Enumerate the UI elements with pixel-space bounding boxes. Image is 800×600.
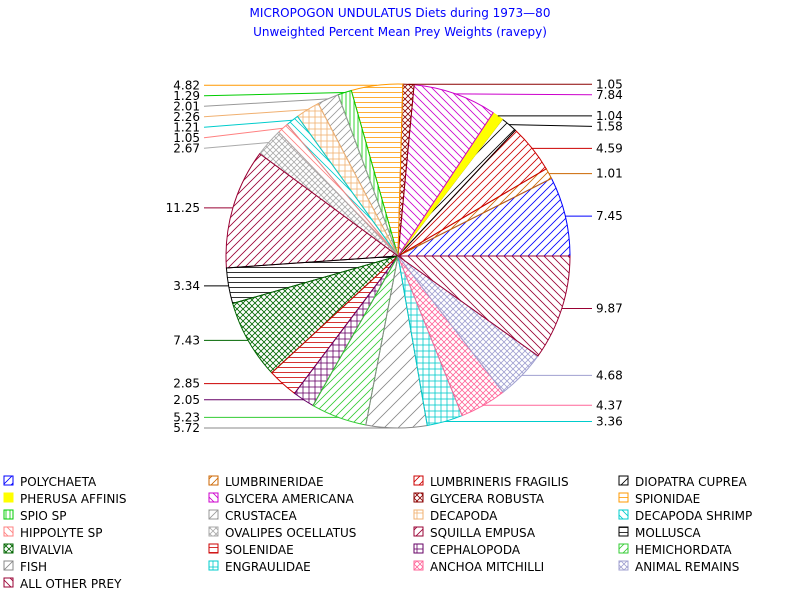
chart-title: MICROPOGON UNDULATUS Diets during 1973—8…	[250, 6, 551, 20]
pie-slices	[225, 83, 571, 429]
legend-swatch-hemichordata	[618, 543, 629, 554]
value-label-cephalopoda: 2.05	[173, 393, 200, 407]
value-label-solenidae: 2.85	[173, 377, 200, 391]
legend-label-spio-sp: SPIO SP	[20, 509, 67, 523]
value-label-hippolyte-sp: 1.05	[173, 131, 200, 145]
value-label-fish: 5.72	[173, 421, 200, 435]
legend-label-decapoda: DECAPODA	[430, 509, 498, 523]
legend-label-spionidae: SPIONIDAE	[635, 492, 700, 506]
value-label-crustacea: 2.01	[173, 99, 200, 113]
value-label-lumbrineridae: 1.01	[596, 167, 623, 181]
chart-subtitle: Unweighted Percent Mean Prey Weights (ra…	[253, 25, 547, 39]
legend-label-lumbrineridae: LUMBRINERIDAE	[225, 475, 324, 489]
value-label-glycera-americana: 7.84	[596, 88, 623, 102]
legend-swatch-diopatra-cuprea	[618, 475, 629, 486]
legend-label-animal-remains: ANIMAL REMAINS	[635, 560, 739, 574]
legend-swatch-anchoa-mitchilli	[413, 560, 424, 571]
legend-label-solenidae: SOLENIDAE	[225, 543, 294, 557]
legend-swatch-glycera-robusta	[413, 492, 424, 503]
legend-label-ovalipes-ocellatus: OVALIPES OCELLATUS	[225, 526, 356, 540]
legend-label-all-other-prey: ALL OTHER PREY	[20, 577, 122, 591]
legend-swatch-mollusca	[618, 526, 629, 537]
legend-swatch-crustacea	[208, 509, 219, 520]
value-label-decapoda-shrimp: 1.21	[173, 120, 200, 134]
value-label-spio-sp: 1.29	[173, 89, 200, 103]
legend-label-diopatra-cuprea: DIOPATRA CUPREA	[635, 475, 747, 489]
legend-swatch-engraulidae	[208, 560, 219, 571]
value-label-bivalvia: 7.43	[173, 333, 200, 347]
legend-label-fish: FISH	[20, 560, 47, 574]
legend-swatch-hippolyte-sp	[3, 526, 14, 537]
legend-label-hemichordata: HEMICHORDATA	[635, 543, 732, 557]
value-label-lumbrineris-fragilis: 4.59	[596, 141, 623, 155]
value-label-anchoa-mitchilli: 4.37	[596, 398, 623, 412]
leader-line-crustacea	[203, 98, 329, 107]
leader-line-hippolyte-sp	[203, 127, 283, 139]
leader-line-ovalipes-ocellatus	[203, 142, 269, 149]
value-label-polychaeta: 7.45	[596, 209, 623, 223]
legend-swatch-glycera-americana	[208, 492, 219, 503]
legend-swatch-fish	[3, 560, 14, 571]
legend-swatch-solenidae	[208, 543, 219, 554]
legend-swatch-lumbrineris-fragilis	[413, 475, 424, 486]
legend: POLYCHAETA LUMBRINERIDAE LUMBRINERIS FRAGI…	[3, 475, 752, 591]
leader-line-diopatra-cuprea	[508, 124, 593, 127]
legend-swatch-bivalvia	[3, 543, 14, 554]
legend-swatch-ovalipes-ocellatus	[208, 526, 219, 537]
value-label-glycera-robusta: 1.05	[596, 77, 623, 91]
legend-label-decapoda-shrimp: DECAPODA SHRIMP	[635, 509, 752, 523]
legend-label-mollusca: MOLLUSCA	[635, 526, 701, 540]
value-label-diopatra-cuprea: 1.58	[596, 119, 623, 133]
value-label-mollusca: 3.34	[173, 279, 200, 293]
pie-slice-all-other-prey	[396, 255, 571, 357]
legend-label-crustacea: CRUSTACEA	[225, 509, 297, 523]
legend-swatch-spionidae	[618, 492, 629, 503]
legend-swatch-squilla-empusa	[413, 526, 424, 537]
legend-swatch-decapoda-shrimp	[618, 509, 629, 520]
leader-line-glycera-americana	[455, 93, 593, 96]
value-label-all-other-prey: 9.87	[596, 302, 623, 316]
legend-swatch-decapoda	[413, 509, 424, 520]
legend-label-engraulidae: ENGRAULIDAE	[225, 560, 311, 574]
value-label-animal-remains: 4.68	[596, 368, 623, 382]
legend-swatch-polychaeta	[3, 475, 14, 486]
legend-label-bivalvia: BIVALVIA	[20, 543, 74, 557]
legend-label-lumbrineris-fragilis: LUMBRINERIS FRAGILIS	[430, 475, 569, 489]
value-label-engraulidae: 3.36	[596, 415, 623, 429]
value-label-ovalipes-ocellatus: 2.67	[173, 141, 200, 155]
value-label-decapoda: 2.26	[173, 110, 200, 124]
legend-label-squilla-empusa: SQUILLA EMPUSA	[430, 526, 536, 540]
legend-swatch-all-other-prey	[3, 577, 14, 588]
value-label-pherusa-affinis: 1.04	[596, 109, 623, 123]
legend-label-glycera-americana: GLYCERA AMERICANA	[225, 492, 354, 506]
legend-label-glycera-robusta: GLYCERA ROBUSTA	[430, 492, 545, 506]
legend-swatch-animal-remains	[618, 560, 629, 571]
legend-swatch-lumbrineridae	[208, 475, 219, 486]
pie-value-labels: 1.057.841.041.584.591.017.459.874.684.37…	[166, 77, 623, 435]
legend-label-polychaeta: POLYCHAETA	[20, 475, 97, 489]
legend-swatch-cephalopoda	[413, 543, 424, 554]
leader-line-spio-sp	[203, 92, 345, 97]
leader-line-decapoda	[203, 109, 308, 118]
value-label-squilla-empusa: 11.25	[166, 201, 200, 215]
legend-label-cephalopoda: CEPHALOPODA	[430, 543, 521, 557]
legend-swatch-spio-sp	[3, 509, 14, 520]
value-label-spionidae: 4.82	[173, 78, 200, 92]
leader-line-decapoda-shrimp	[203, 119, 293, 128]
legend-swatch-pherusa-affinis	[3, 492, 14, 503]
legend-label-anchoa-mitchilli: ANCHOA MITCHILLI	[430, 560, 544, 574]
value-label-hemichordata: 5.23	[173, 410, 200, 424]
legend-label-pherusa-affinis: PHERUSA AFFINIS	[20, 492, 127, 506]
legend-label-hippolyte-sp: HIPPOLYTE SP	[20, 526, 102, 540]
